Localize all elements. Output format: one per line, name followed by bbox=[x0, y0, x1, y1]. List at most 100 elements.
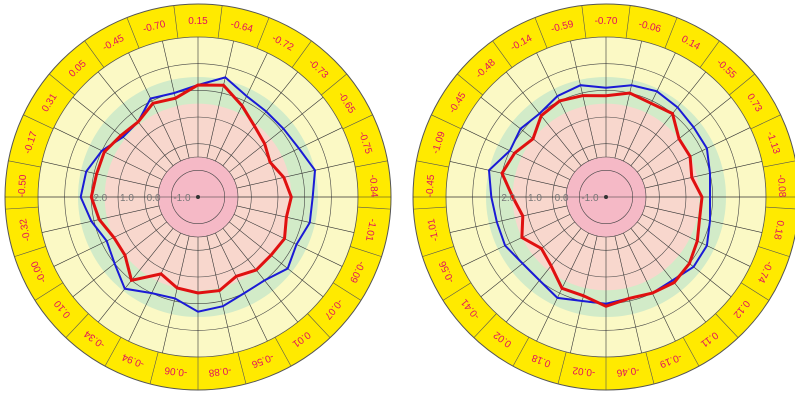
chart-1-ring-tick-label: 2.0 bbox=[93, 193, 107, 204]
chart-1-spoke bbox=[233, 214, 343, 267]
chart-2-rim-label: -0.45 bbox=[425, 174, 437, 198]
chart-1-spoke bbox=[98, 71, 174, 166]
chart-2-rim-divider bbox=[715, 313, 739, 338]
chart-1-spoke bbox=[229, 97, 324, 173]
chart-1-spoke bbox=[128, 232, 181, 342]
chart-1-spoke bbox=[206, 40, 234, 159]
chart-1-spoke bbox=[128, 52, 181, 162]
chart-1-ring-tick-label: -1.0 bbox=[173, 193, 191, 204]
chart-1-rim-divider bbox=[355, 160, 388, 168]
chart-1-rim-divider bbox=[217, 5, 223, 39]
chart-1-rim-divider bbox=[237, 351, 247, 385]
chart-1-rim-label: -0.50 bbox=[17, 174, 29, 198]
chart-1-ring-tick-label: 1.0 bbox=[120, 193, 134, 204]
chart-1-spoke bbox=[222, 71, 298, 166]
chart-1-spoke bbox=[206, 235, 234, 354]
chart-2-spoke bbox=[480, 97, 575, 173]
chart-2-rim-divider bbox=[625, 5, 631, 39]
chart-2-spoke bbox=[461, 214, 571, 267]
chart-1-rim-divider bbox=[126, 17, 140, 49]
chart-1-rim-divider bbox=[307, 313, 331, 338]
chart-2-rim-divider bbox=[729, 73, 755, 96]
chart-2-spoke bbox=[630, 71, 706, 166]
chart-2-rim-label: 0.18 bbox=[771, 219, 786, 241]
chart-2-rim-divider bbox=[750, 114, 781, 130]
chart-2-rim-divider bbox=[431, 114, 462, 130]
chart-2-rim-label: -1.01 bbox=[426, 217, 441, 242]
chart-1-rim-divider bbox=[256, 17, 270, 49]
chart-2-rim-divider bbox=[664, 17, 678, 49]
chart-2-rim-label: -0.70 bbox=[595, 16, 618, 27]
chart-2-rim-divider bbox=[473, 313, 497, 338]
chart-2-series-2-line bbox=[500, 91, 704, 308]
chart-2-ring-tick-label: 0.0 bbox=[555, 193, 569, 204]
chart-1-spoke bbox=[41, 161, 160, 189]
chart-1-spoke bbox=[229, 221, 324, 297]
chart-1-rim-divider bbox=[5, 206, 39, 210]
chart-1-center-dot bbox=[196, 195, 200, 199]
chart-2-spoke bbox=[480, 221, 575, 297]
chart-2-ring-tick-label: 1.0 bbox=[528, 193, 542, 204]
chart-2-rim-divider bbox=[581, 5, 587, 39]
chart-1-rim-divider bbox=[65, 313, 89, 338]
chart-2-rim-divider bbox=[765, 206, 795, 210]
chart-2-spoke bbox=[641, 127, 751, 180]
chart-2-spoke bbox=[614, 235, 642, 354]
chart-1-rim-divider bbox=[332, 282, 362, 301]
chart-1-rim-divider bbox=[342, 114, 373, 130]
chart-2-rim-divider bbox=[740, 282, 770, 301]
chart-1-rim-divider bbox=[8, 160, 41, 168]
chart-2-rim-divider bbox=[457, 73, 483, 96]
chart-1-rim-label: -1.01 bbox=[363, 218, 378, 243]
chart-1-rim-divider bbox=[49, 73, 75, 96]
chart-1-spoke bbox=[215, 232, 268, 342]
chart-2-rim-divider bbox=[682, 337, 700, 367]
chart-1-rim-divider bbox=[14, 246, 46, 257]
chart-1-rim-divider bbox=[84, 40, 105, 68]
chart-1-rim-divider bbox=[350, 246, 382, 257]
chart-2-spoke bbox=[614, 40, 642, 159]
chart-2-rim-divider bbox=[442, 282, 472, 301]
chart-1-spoke bbox=[53, 127, 163, 180]
chart-2-rim-divider bbox=[645, 351, 655, 385]
chart-1-rim-divider bbox=[34, 282, 64, 301]
chart-1-rim-divider bbox=[357, 206, 391, 210]
chart-1-series-2-line bbox=[89, 83, 293, 295]
chart-1-rim-label: -0.84 bbox=[367, 174, 379, 198]
chart-1-spoke bbox=[98, 228, 174, 323]
chart-2-ring-tick-label: -1.0 bbox=[581, 193, 599, 204]
chart-2-ring-tick-label: 2.0 bbox=[501, 193, 515, 204]
chart-2-spoke bbox=[623, 52, 676, 162]
chart-2-spoke bbox=[506, 71, 582, 166]
chart-1-rim-label: -0.88 bbox=[208, 364, 232, 378]
chart-2-rim-divider bbox=[492, 40, 513, 68]
chart-2-rim-divider bbox=[557, 351, 567, 385]
chart-2-spoke bbox=[644, 161, 763, 189]
chart-2-rim-label: -0.46 bbox=[616, 364, 640, 378]
chart-1-ring-tick-label: 0.0 bbox=[147, 193, 161, 204]
chart-1-rim-divider bbox=[274, 337, 292, 367]
chart-2-center-dot bbox=[604, 195, 608, 199]
chart-1-rim-divider bbox=[291, 40, 312, 68]
chart-1-rim-label: -0.06 bbox=[164, 364, 188, 378]
chart-2-spoke bbox=[570, 40, 598, 159]
chart-2-spoke bbox=[506, 228, 582, 323]
chart-2-spoke bbox=[637, 97, 732, 173]
chart-2-rim-divider bbox=[758, 246, 790, 257]
chart-1-rim-divider bbox=[173, 5, 179, 39]
chart-1-rim-divider bbox=[104, 337, 122, 367]
chart-1-spoke bbox=[233, 127, 343, 180]
chart-1-rim-label: 0.15 bbox=[188, 16, 208, 27]
chart-2-rim-label: -0.02 bbox=[572, 364, 596, 378]
chart-2-spoke bbox=[449, 205, 568, 233]
chart-2-rim-divider bbox=[699, 40, 720, 68]
chart-2-spoke bbox=[623, 232, 676, 342]
chart-2-series-1-line bbox=[487, 84, 711, 305]
chart-1-spoke bbox=[72, 221, 167, 297]
chart-2-spoke bbox=[449, 161, 568, 189]
chart-2-rim-divider bbox=[422, 246, 454, 257]
chart-2-rim-divider bbox=[512, 337, 530, 367]
chart-1-spoke bbox=[236, 205, 355, 233]
